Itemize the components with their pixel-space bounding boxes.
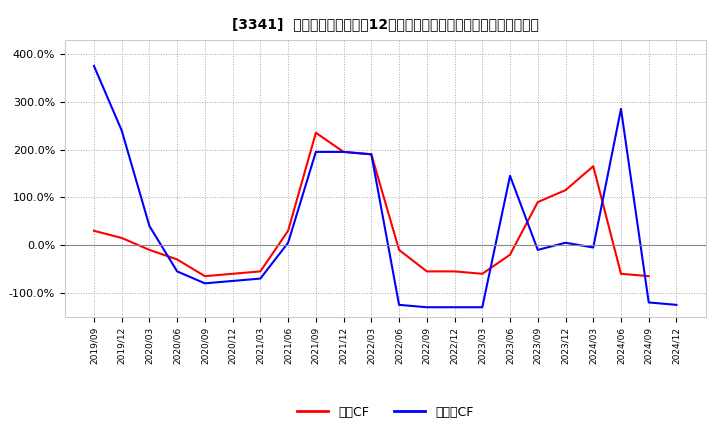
フリーCF: [284, 240, 292, 246]
フリーCF: [561, 240, 570, 246]
フリーCF: [672, 302, 681, 308]
フリーCF: [450, 304, 459, 310]
営業CF: [395, 247, 403, 253]
フリーCF: [367, 152, 376, 157]
フリーCF: [173, 269, 181, 274]
営業CF: [561, 187, 570, 193]
フリーCF: [228, 279, 237, 284]
営業CF: [505, 252, 514, 257]
フリーCF: [589, 245, 598, 250]
フリーCF: [256, 276, 265, 281]
Title: [3341]  キャッシュフローの12か月移動合計の対前年同期増減率の推移: [3341] キャッシュフローの12か月移動合計の対前年同期増減率の推移: [232, 18, 539, 32]
フリーCF: [644, 300, 653, 305]
営業CF: [478, 271, 487, 276]
営業CF: [339, 149, 348, 154]
営業CF: [534, 199, 542, 205]
営業CF: [201, 274, 210, 279]
フリーCF: [395, 302, 403, 308]
フリーCF: [145, 224, 154, 229]
フリーCF: [312, 149, 320, 154]
営業CF: [145, 247, 154, 253]
フリーCF: [117, 128, 126, 133]
営業CF: [89, 228, 98, 233]
営業CF: [589, 164, 598, 169]
営業CF: [312, 130, 320, 136]
Line: フリーCF: フリーCF: [94, 66, 677, 307]
営業CF: [450, 269, 459, 274]
フリーCF: [89, 63, 98, 69]
営業CF: [644, 274, 653, 279]
フリーCF: [505, 173, 514, 179]
営業CF: [284, 228, 292, 233]
Legend: 営業CF, フリーCF: 営業CF, フリーCF: [292, 401, 479, 424]
営業CF: [423, 269, 431, 274]
フリーCF: [201, 281, 210, 286]
営業CF: [173, 257, 181, 262]
営業CF: [228, 271, 237, 276]
フリーCF: [478, 304, 487, 310]
営業CF: [367, 152, 376, 157]
営業CF: [256, 269, 265, 274]
営業CF: [117, 235, 126, 241]
フリーCF: [339, 149, 348, 154]
営業CF: [616, 271, 625, 276]
フリーCF: [616, 106, 625, 111]
フリーCF: [423, 304, 431, 310]
フリーCF: [534, 247, 542, 253]
Line: 営業CF: 営業CF: [94, 133, 649, 276]
